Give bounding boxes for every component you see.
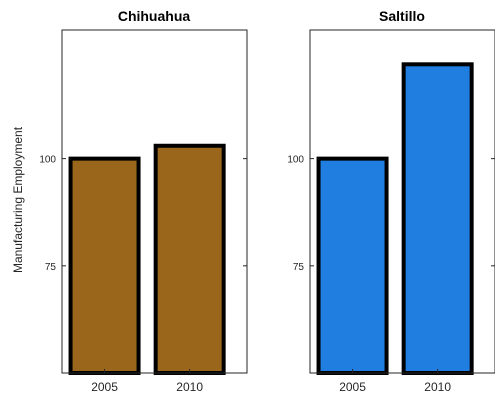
ticks-saltillo: 2005 2010 75 100 (287, 155, 495, 394)
y-tick-label: 75 (293, 262, 305, 273)
x-tick-label: 2005 (91, 380, 118, 394)
bars-chihuahua (68, 143, 226, 375)
bar-2005 (68, 156, 141, 375)
bar-2005 (316, 156, 389, 375)
y-tick-label: 100 (39, 155, 56, 166)
x-tick-label: 2010 (176, 380, 203, 394)
chart-title-saltillo: Saltillo (379, 8, 425, 24)
panel-chihuahua: Chihuahua Manufacturing Employment 2005 2… (11, 8, 248, 394)
panel-saltillo: Saltillo 2005 2010 75 100 (287, 8, 495, 394)
x-tick-label: 2005 (339, 380, 366, 394)
y-tick-label: 75 (45, 262, 57, 273)
bar-2010 (401, 62, 474, 376)
bar-2010 (153, 143, 226, 375)
ticks-chihuahua: 2005 2010 75 100 (39, 155, 247, 394)
y-axis-label: Manufacturing Employment (11, 126, 25, 273)
axes-box-chihuahua (61, 29, 248, 374)
bars-saltillo (316, 62, 474, 376)
x-tick-label: 2010 (424, 380, 451, 394)
axes-box-saltillo (309, 29, 495, 374)
chart-title-chihuahua: Chihuahua (118, 8, 191, 24)
y-tick-label: 100 (287, 155, 304, 166)
